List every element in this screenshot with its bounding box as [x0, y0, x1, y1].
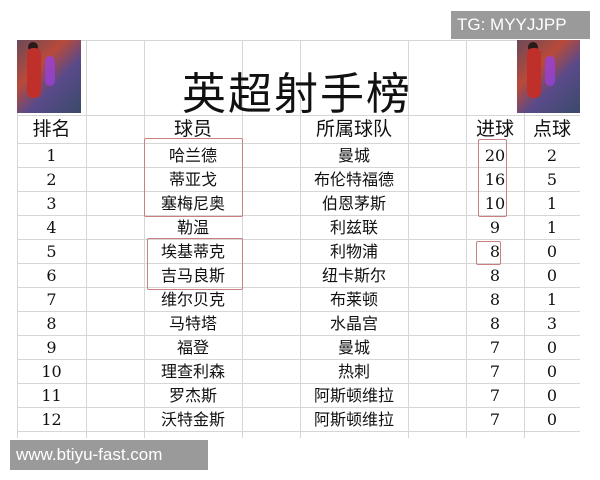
header-penalties: 点球 — [532, 118, 571, 140]
cell-penalties: 0 — [546, 362, 558, 381]
cell-rank: 12 — [41, 410, 62, 429]
cell-team: 布伦特福德 — [313, 170, 394, 189]
scorers-table: 英超射手榜 排名 球员 所属球队 进球 点球 1 哈兰德 曼城 20 2 2 蒂亚戈 布伦特福… — [17, 40, 580, 438]
cell-team: 利兹联 — [329, 218, 378, 237]
cell-player: 塞梅尼奥 — [160, 194, 225, 213]
cell-goals: 7 — [489, 362, 501, 381]
highlight-box-goals-5 — [476, 241, 501, 265]
grid-line — [408, 40, 409, 438]
grid-line — [17, 263, 580, 264]
cell-rank: 2 — [46, 170, 57, 189]
grid-line — [17, 311, 580, 312]
cell-goals: 7 — [489, 410, 501, 429]
cell-goals: 7 — [489, 386, 501, 405]
cell-player: 埃基蒂克 — [160, 242, 225, 261]
grid-line — [17, 431, 580, 432]
header-team: 所属球队 — [315, 118, 392, 140]
cell-team: 利物浦 — [329, 242, 378, 261]
cell-goals: 8 — [489, 266, 501, 285]
cell-player: 维尔贝克 — [160, 290, 225, 309]
cell-team: 布莱顿 — [329, 290, 378, 309]
cell-goals: 8 — [489, 290, 501, 309]
grid-line — [524, 40, 525, 438]
cell-player: 吉马良斯 — [160, 266, 225, 285]
cell-player: 理查利森 — [160, 362, 225, 381]
cell-penalties: 1 — [546, 194, 558, 213]
cell-player: 沃特金斯 — [160, 410, 225, 429]
cell-team: 热刺 — [337, 362, 370, 381]
cell-penalties: 3 — [546, 314, 558, 333]
grid-line — [17, 167, 580, 168]
grid-line — [17, 40, 580, 41]
watermark-top: TG: MYYJJPP — [451, 11, 590, 39]
grid-line — [17, 40, 18, 438]
player-illustration-right — [517, 40, 580, 113]
highlight-box-players-5-6 — [147, 238, 243, 290]
cell-team: 阿斯顿维拉 — [313, 410, 394, 429]
cell-rank: 8 — [46, 314, 57, 333]
highlight-box-players-top3 — [144, 138, 243, 217]
cell-team: 纽卡斯尔 — [321, 266, 386, 285]
grid-line — [144, 40, 145, 438]
cell-penalties: 0 — [546, 410, 558, 429]
cell-goals: 20 — [484, 146, 506, 165]
cell-team: 阿斯顿维拉 — [313, 386, 394, 405]
cell-rank: 3 — [46, 194, 57, 213]
cell-player: 蒂亚戈 — [168, 170, 217, 189]
cell-goals: 8 — [489, 242, 501, 261]
cell-player: 马特塔 — [168, 314, 217, 333]
highlight-box-goals-top3 — [478, 139, 507, 217]
grid-line — [17, 335, 580, 336]
header-rank: 排名 — [32, 118, 71, 140]
cell-player: 福登 — [176, 338, 209, 357]
grid-line — [17, 143, 580, 144]
cell-rank: 9 — [46, 338, 57, 357]
grid-line — [17, 407, 580, 408]
cell-player: 勒温 — [176, 218, 209, 237]
player-illustration-left — [17, 40, 81, 113]
grid-line — [466, 40, 467, 438]
cell-penalties: 1 — [546, 290, 558, 309]
header-player: 球员 — [173, 118, 212, 140]
cell-team: 伯恩茅斯 — [321, 194, 386, 213]
cell-rank: 7 — [46, 290, 57, 309]
cell-player: 哈兰德 — [168, 146, 217, 165]
grid-line — [86, 40, 87, 438]
cell-penalties: 0 — [546, 242, 558, 261]
cell-goals: 9 — [489, 218, 501, 237]
cell-penalties: 0 — [546, 266, 558, 285]
cell-team: 曼城 — [337, 338, 370, 357]
page-title: 英超射手榜 — [182, 69, 412, 120]
grid-line — [17, 115, 580, 116]
grid-line — [17, 383, 580, 384]
grid-line — [17, 239, 580, 240]
grid-line — [17, 215, 580, 216]
cell-rank: 11 — [41, 386, 62, 405]
cell-goals: 8 — [489, 314, 501, 333]
cell-rank: 4 — [46, 218, 57, 237]
cell-penalties: 2 — [546, 146, 558, 165]
cell-rank: 5 — [46, 242, 57, 261]
cell-rank: 10 — [41, 362, 62, 381]
grid-line — [17, 191, 580, 192]
cell-player: 罗杰斯 — [168, 386, 217, 405]
cell-team: 曼城 — [337, 146, 370, 165]
cell-penalties: 0 — [546, 338, 558, 357]
watermark-bottom: www.btiyu-fast.com — [10, 440, 208, 470]
cell-penalties: 1 — [546, 218, 558, 237]
grid-line — [300, 40, 301, 438]
cell-penalties: 0 — [546, 386, 558, 405]
cell-penalties: 5 — [546, 170, 558, 189]
cell-rank: 6 — [46, 266, 57, 285]
cell-goals: 16 — [484, 170, 506, 189]
cell-goals: 10 — [484, 194, 506, 213]
cell-team: 水晶宫 — [329, 314, 378, 333]
grid-line — [17, 359, 580, 360]
cell-goals: 7 — [489, 338, 501, 357]
cell-rank: 1 — [46, 146, 57, 165]
header-goals: 进球 — [475, 118, 514, 140]
grid-line — [17, 287, 580, 288]
